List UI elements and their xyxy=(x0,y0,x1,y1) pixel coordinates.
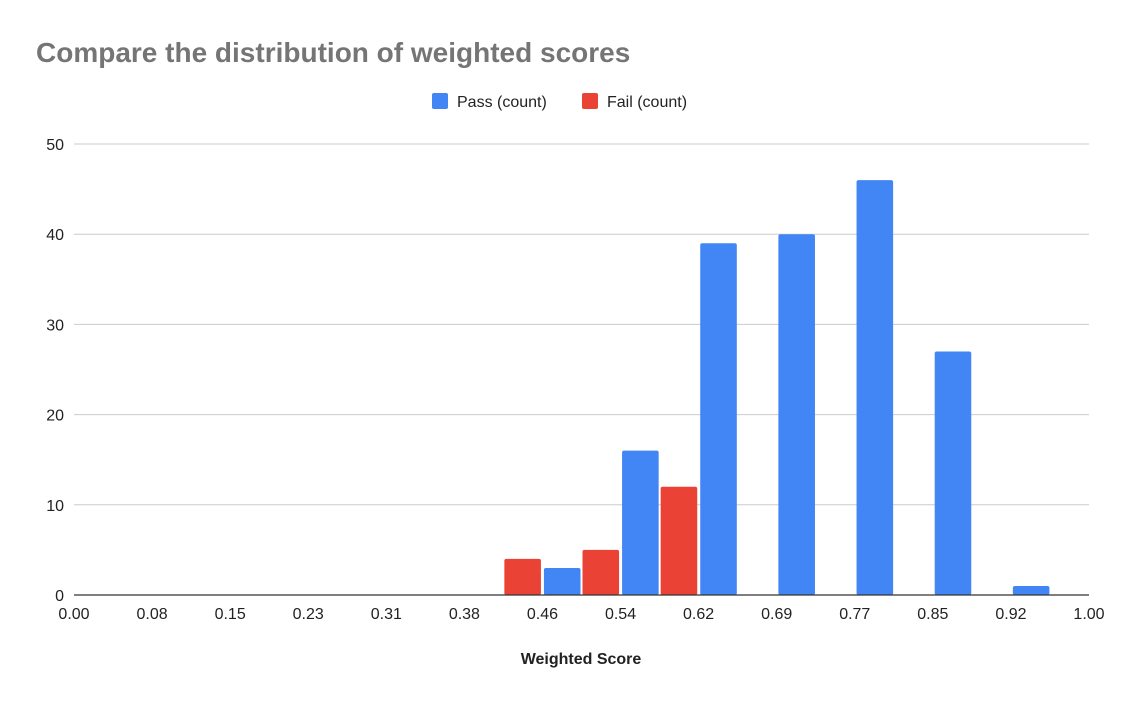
legend-label-fail: Fail (count) xyxy=(607,94,687,111)
legend-item-fail[interactable]: Fail (count) xyxy=(582,93,687,111)
y-tick-label: 50 xyxy=(46,137,64,154)
chart-title: Compare the distribution of weighted sco… xyxy=(36,37,630,68)
bar-fail[interactable] xyxy=(504,558,541,595)
x-tick-label: 0.00 xyxy=(58,606,89,623)
bars xyxy=(504,180,1050,595)
bar-pass[interactable] xyxy=(934,351,972,595)
bar-pass[interactable] xyxy=(1012,585,1050,595)
bar-pass[interactable] xyxy=(543,567,581,595)
x-tick-label: 0.23 xyxy=(293,606,324,623)
bar-fail[interactable] xyxy=(582,549,620,595)
legend-swatch-fail xyxy=(582,93,598,109)
x-tick-label: 0.46 xyxy=(527,606,558,623)
x-tick-label: 0.38 xyxy=(449,606,480,623)
y-tick-label: 40 xyxy=(46,227,64,244)
x-axis-ticks: 0.00 0.08 0.15 0.23 0.31 0.38 0.46 0.54 0.62 0.69… xyxy=(58,606,1104,623)
bar-pass[interactable] xyxy=(778,234,815,595)
legend-item-pass[interactable]: Pass (count) xyxy=(432,93,547,111)
x-tick-label: 0.08 xyxy=(137,606,168,623)
x-tick-label: 0.54 xyxy=(605,606,636,623)
y-axis-ticks: 0 10 20 30 40 50 xyxy=(46,137,64,605)
legend: Pass (count) Fail (count) xyxy=(432,93,687,111)
x-tick-label: 0.31 xyxy=(371,606,402,623)
y-tick-label: 0 xyxy=(55,588,64,605)
bar-pass[interactable] xyxy=(856,180,894,595)
y-tick-label: 30 xyxy=(46,317,64,334)
x-tick-label: 0.15 xyxy=(215,606,246,623)
bar-pass[interactable] xyxy=(622,450,659,595)
x-tick-label: 0.62 xyxy=(683,606,714,623)
legend-swatch-pass xyxy=(432,93,448,109)
x-tick-label: 0.69 xyxy=(761,606,792,623)
x-tick-label: 0.77 xyxy=(839,606,870,623)
bar-pass[interactable] xyxy=(700,243,737,595)
x-axis-title: Weighted Score xyxy=(521,651,642,668)
x-tick-label: 0.92 xyxy=(995,606,1026,623)
legend-label-pass: Pass (count) xyxy=(457,94,547,111)
y-tick-label: 20 xyxy=(46,408,64,425)
x-tick-label: 0.85 xyxy=(917,606,948,623)
x-tick-label: 1.00 xyxy=(1073,606,1104,623)
bar-fail[interactable] xyxy=(660,486,698,595)
y-tick-label: 10 xyxy=(46,498,64,515)
gridlines xyxy=(74,143,1089,506)
